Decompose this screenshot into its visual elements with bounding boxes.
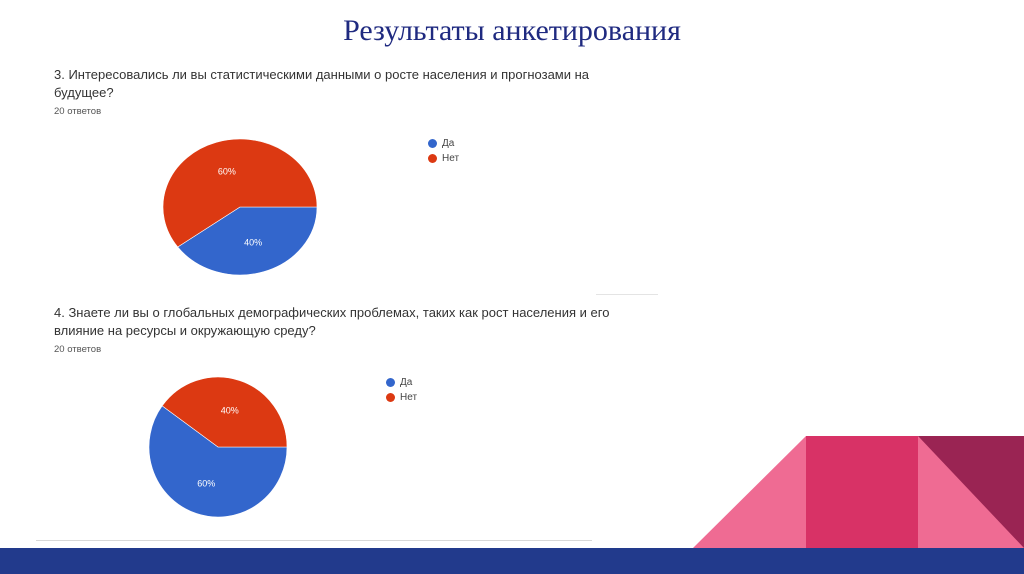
slide-title: Результаты анкетирования [343, 14, 681, 47]
pie-chart-question-4: 60% 40% [148, 376, 288, 518]
bottom-bar [0, 548, 1024, 574]
legend-item-yes: Да [428, 136, 459, 151]
pie-slice-yes [177, 206, 318, 276]
deco-triangle-left [693, 436, 806, 548]
pie-data-label-yes: 40% [244, 238, 262, 248]
pie-slice-yes [148, 405, 288, 518]
pie-data-label-no: 60% [218, 166, 236, 176]
legend-item-yes: Да [386, 375, 417, 390]
legend-yes-label: Да [442, 138, 455, 149]
question-divider [596, 294, 658, 295]
legend-no-swatch [386, 393, 395, 402]
legend-question-3: Да Нет [428, 136, 459, 166]
question-3-response-count: 20 ответов [54, 106, 102, 117]
legend-no-label: Нет [400, 392, 418, 403]
legend-yes-label: Да [400, 377, 413, 388]
legend-yes-swatch [428, 139, 437, 148]
pie-data-label-yes: 60% [197, 479, 215, 489]
survey-screenshot: 3. Интересовались ли вы статистическими … [36, 58, 662, 540]
pie-slice-no [162, 138, 318, 248]
legend-no-label: Нет [442, 153, 460, 164]
legend-item-no: Нет [428, 151, 459, 166]
pie-slice-no [161, 376, 288, 448]
bottom-separator-line [36, 540, 592, 541]
pie-data-label-no: 40% [221, 405, 239, 415]
deco-square-middle [806, 436, 918, 548]
deco-triangle-right [918, 436, 1024, 548]
pie-chart-question-3: 40% 60% [162, 138, 318, 276]
legend-question-4: Да Нет [386, 375, 417, 405]
legend-yes-swatch [386, 378, 395, 387]
question-4-response-count: 20 ответов [54, 344, 102, 355]
legend-no-swatch [428, 154, 437, 163]
question-3-title: 3. Интересовались ли вы статистическими … [54, 67, 590, 100]
question-4-title: 4. Знаете ли вы о глобальных демографиче… [54, 305, 610, 338]
legend-item-no: Нет [386, 390, 417, 405]
